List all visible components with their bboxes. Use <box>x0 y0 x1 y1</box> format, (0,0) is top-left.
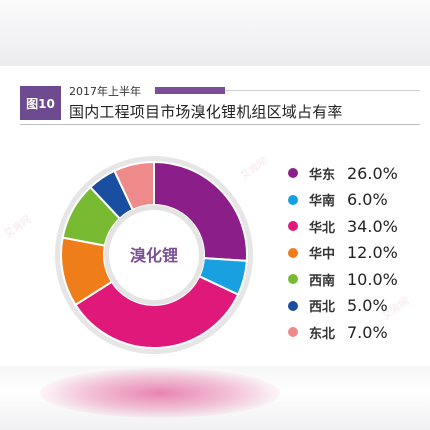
top-band <box>0 0 430 66</box>
legend-value-label: 6.0% <box>347 190 388 210</box>
title-accent-bar <box>155 87 225 94</box>
decorative-glow <box>40 368 280 418</box>
legend-swatch <box>288 327 298 338</box>
legend-region-label: 东北 <box>309 326 336 342</box>
legend-swatch <box>288 274 298 285</box>
legend-item: 华南 6.0% <box>288 187 418 214</box>
legend-swatch <box>288 194 298 205</box>
legend-item: 西北 5.0% <box>288 293 418 320</box>
legend-item: 华中 12.0% <box>288 240 418 267</box>
figure-subtitle: 2017年上半年 <box>69 85 141 98</box>
legend-region-label: 西南 <box>309 273 336 289</box>
legend-swatch <box>288 247 298 258</box>
chart-legend: 华东 26.0% 华南 6.0% 华北 34.0% 华中 12.0% 西南 10.0% 西北 5.0%… <box>288 160 418 346</box>
legend-item: 华东 26.0% <box>288 160 418 187</box>
title-accent-line <box>225 90 420 91</box>
legend-region-label: 西北 <box>309 300 336 316</box>
legend-value-label: 7.0% <box>347 322 388 342</box>
legend-swatch <box>288 168 298 179</box>
legend-swatch <box>288 221 298 232</box>
legend-item: 西南 10.0% <box>288 266 418 293</box>
figure-title: 国内工程项目市场溴化锂机组区域占有率 <box>69 103 343 121</box>
legend-swatch <box>288 300 298 311</box>
legend-region-label: 华北 <box>309 220 336 236</box>
legend-region-label: 华中 <box>309 247 336 263</box>
donut-center <box>109 210 199 300</box>
legend-item: 东北 7.0% <box>288 319 418 346</box>
legend-value-label: 10.0% <box>347 269 398 289</box>
figure-number-badge: 图10 <box>20 86 61 120</box>
legend-item: 华北 34.0% <box>288 213 418 240</box>
header-divider <box>20 124 420 125</box>
legend-value-label: 34.0% <box>347 216 398 236</box>
legend-value-label: 26.0% <box>347 163 398 183</box>
legend-region-label: 华南 <box>309 194 336 210</box>
legend-value-label: 12.0% <box>347 243 398 263</box>
donut-center-label: 溴化锂 <box>130 246 178 265</box>
legend-value-label: 5.0% <box>347 296 388 316</box>
legend-region-label: 华东 <box>309 167 336 183</box>
